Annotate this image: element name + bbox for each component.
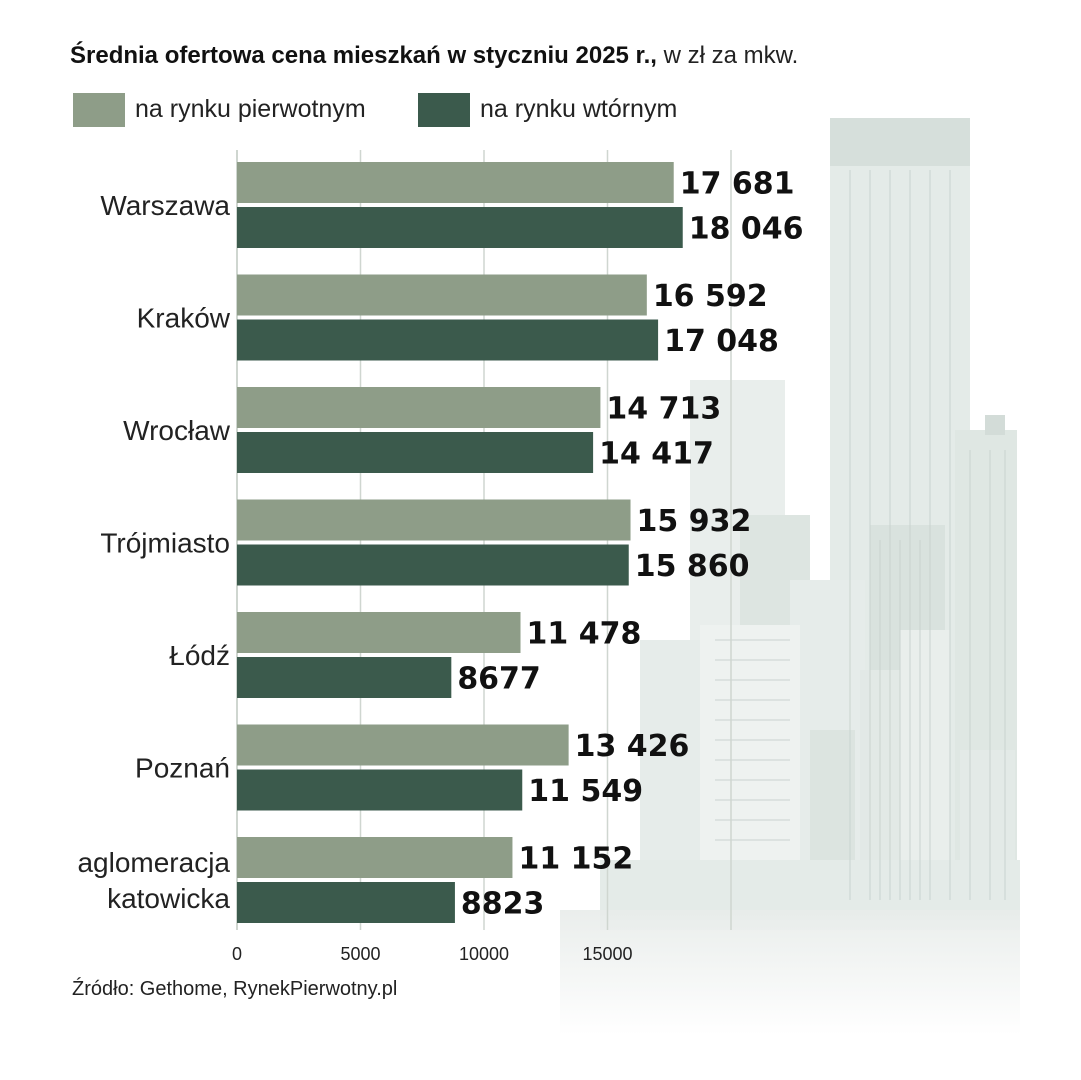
bar-secondary <box>237 882 455 923</box>
x-tick-label: 5000 <box>340 944 380 964</box>
value-label: 14 417 <box>599 437 714 472</box>
legend-label-primary: na rynku pierwotnym <box>135 95 366 123</box>
category-label: katowicka <box>107 883 230 914</box>
value-label: 11 152 <box>518 842 633 877</box>
category-label: Łódź <box>169 640 230 671</box>
bar-secondary <box>237 657 452 698</box>
category-label: Trójmiasto <box>100 528 230 559</box>
bar-secondary <box>237 769 523 811</box>
value-label: 15 860 <box>635 549 750 584</box>
bar-primary <box>237 499 631 541</box>
value-label: 8823 <box>461 887 545 922</box>
category-label: aglomeracja <box>77 847 230 878</box>
bar-primary <box>237 724 569 766</box>
chart-value-labels: 17 681 18 046 16 592 17 048 14 713 14 417 15 9… <box>457 167 803 922</box>
legend-swatch-secondary <box>418 93 470 127</box>
source-note: Źródło: Gethome, RynekPierwotny.pl <box>72 978 398 1000</box>
bar-primary <box>237 162 674 203</box>
value-label: 18 046 <box>689 212 804 247</box>
value-label: 16 592 <box>653 279 768 314</box>
bar-secondary <box>237 544 629 586</box>
legend-swatch-primary <box>73 93 125 127</box>
bar-secondary <box>237 319 659 361</box>
chart-bars <box>237 162 683 923</box>
legend-label-secondary: na rynku wtórnym <box>480 95 678 123</box>
category-label: Wrocław <box>123 415 231 446</box>
city-skyline-illustration <box>560 118 1020 1035</box>
chart-x-axis: 0 5000 10000 15000 <box>232 944 633 964</box>
category-label: Warszawa <box>100 190 230 221</box>
bar-primary <box>237 612 521 653</box>
value-label: 17 681 <box>680 167 795 202</box>
bar-primary <box>237 387 601 428</box>
x-tick-label: 0 <box>232 944 242 964</box>
chart-title-unit: w zł za mkw. <box>656 42 799 69</box>
bar-primary <box>237 837 513 878</box>
chart-title: Średnia ofertowa cena mieszkań w styczni… <box>70 42 1030 70</box>
value-label: 13 426 <box>575 729 690 764</box>
category-label: Poznań <box>135 753 230 784</box>
value-label: 8677 <box>457 662 541 697</box>
value-label: 17 048 <box>664 324 779 359</box>
bar-secondary <box>237 207 683 248</box>
bar-secondary <box>237 432 594 473</box>
x-tick-label: 10000 <box>459 944 509 964</box>
chart-category-labels: Warszawa Kraków Wrocław Trójmiasto Łódź Pozna… <box>77 190 230 914</box>
value-label: 15 932 <box>637 504 752 539</box>
category-label: Kraków <box>137 303 231 334</box>
x-tick-label: 15000 <box>582 944 632 964</box>
value-label: 14 713 <box>606 392 721 427</box>
value-label: 11 478 <box>527 617 642 652</box>
chart-title-main: Średnia ofertowa cena mieszkań w styczni… <box>70 42 657 69</box>
bar-primary <box>237 274 647 316</box>
value-label: 11 549 <box>528 774 643 809</box>
